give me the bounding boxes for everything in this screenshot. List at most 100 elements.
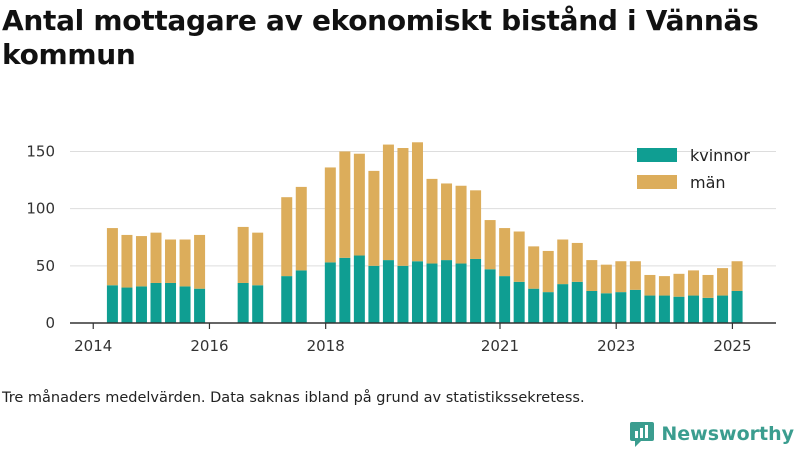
- bar-kvinnor-28: [571, 281, 583, 323]
- x-tick-label-2014: 2014: [74, 337, 112, 355]
- bar-man-30: [600, 264, 612, 294]
- bar-man-23: [499, 228, 511, 277]
- bar-man-21: [470, 190, 482, 259]
- bar-kvinnor-7: [237, 282, 249, 323]
- bar-man-38: [717, 268, 729, 296]
- bar-man-32: [629, 261, 641, 290]
- legend-label-man: män: [690, 173, 726, 192]
- bar-kvinnor-21: [470, 258, 482, 323]
- bar-man-22: [484, 220, 496, 270]
- bar-kvinnor-35: [673, 296, 685, 323]
- y-tick-label-50: 50: [36, 257, 55, 275]
- bar-man-7: [237, 226, 249, 283]
- bar-kvinnor-3: [150, 282, 162, 323]
- bar-kvinnor-27: [557, 284, 569, 323]
- bar-man-18: [426, 178, 438, 264]
- bar-kvinnor-20: [455, 263, 467, 323]
- bar-kvinnor-18: [426, 263, 438, 323]
- bars: [106, 142, 743, 323]
- bar-man-9: [281, 197, 293, 277]
- legend-swatch-man: [637, 175, 677, 189]
- bar-kvinnor-25: [528, 288, 540, 323]
- bar-man-5: [179, 239, 191, 287]
- bar-man-25: [528, 246, 540, 289]
- bar-man-19: [441, 183, 453, 261]
- legend-swatch-kvinnor: [637, 148, 677, 162]
- bar-man-36: [687, 270, 699, 296]
- bar-kvinnor-26: [542, 292, 554, 323]
- bar-man-12: [339, 151, 351, 258]
- x-tick-label-2016: 2016: [190, 337, 228, 355]
- bar-man-1: [121, 234, 133, 288]
- bar-kvinnor-10: [295, 270, 307, 323]
- bar-kvinnor-2: [135, 286, 147, 323]
- bar-kvinnor-29: [586, 290, 598, 323]
- bar-kvinnor-38: [717, 295, 729, 323]
- bar-kvinnor-5: [179, 286, 191, 323]
- bar-kvinnor-23: [499, 276, 511, 323]
- bar-kvinnor-36: [687, 295, 699, 323]
- newsworthy-logo-icon: [630, 422, 655, 447]
- brand-logo[interactable]: Newsworthy: [629, 420, 794, 448]
- bar-kvinnor-9: [281, 276, 293, 323]
- bar-man-8: [252, 232, 264, 286]
- x-tick-label-2025: 2025: [713, 337, 751, 355]
- bar-man-6: [194, 234, 206, 289]
- bar-kvinnor-0: [106, 285, 118, 323]
- bar-kvinnor-12: [339, 257, 351, 323]
- bar-man-31: [615, 261, 627, 293]
- bar-man-14: [368, 170, 380, 266]
- bar-man-26: [542, 250, 554, 293]
- y-tick-label-150: 150: [26, 142, 55, 160]
- bar-kvinnor-32: [629, 289, 641, 323]
- bar-man-28: [571, 242, 583, 282]
- y-tick-label-0: 0: [45, 314, 55, 332]
- bar-kvinnor-14: [368, 265, 380, 323]
- bar-kvinnor-31: [615, 292, 627, 323]
- bar-man-3: [150, 232, 162, 283]
- bar-man-29: [586, 260, 598, 291]
- bar-kvinnor-11: [324, 262, 336, 323]
- bar-kvinnor-16: [397, 265, 409, 323]
- bar-man-0: [106, 228, 118, 286]
- bar-kvinnor-39: [731, 290, 743, 323]
- bar-man-11: [324, 167, 336, 263]
- bar-man-16: [397, 148, 409, 266]
- bar-kvinnor-1: [121, 287, 133, 323]
- bar-man-17: [411, 142, 423, 262]
- bar-kvinnor-6: [194, 288, 206, 323]
- bar-man-15: [382, 144, 394, 261]
- bar-kvinnor-13: [353, 255, 365, 323]
- footnote: Tre månaders medelvärden. Data saknas ib…: [2, 390, 585, 406]
- chart-title: Antal mottagare av ekonomiskt bistånd i …: [2, 4, 759, 71]
- brand-name: Newsworthy: [661, 423, 794, 445]
- bar-man-24: [513, 231, 525, 282]
- bar-kvinnor-33: [644, 295, 656, 323]
- x-tick-label-2023: 2023: [597, 337, 635, 355]
- bar-man-35: [673, 273, 685, 297]
- y-tick-label-100: 100: [26, 200, 55, 218]
- bar-kvinnor-15: [382, 260, 394, 323]
- bar-kvinnor-22: [484, 269, 496, 323]
- x-tick-label-2018: 2018: [307, 337, 345, 355]
- bar-kvinnor-24: [513, 281, 525, 323]
- bar-man-37: [702, 274, 714, 298]
- bar-man-20: [455, 185, 467, 264]
- bar-kvinnor-19: [441, 260, 453, 323]
- bar-kvinnor-34: [658, 295, 670, 323]
- axes: 0 50 100 150 2014 2016 2018 2021 2023 2025: [26, 142, 776, 355]
- bar-man-13: [353, 153, 365, 256]
- x-tick-label-2021: 2021: [481, 337, 519, 355]
- bar-kvinnor-4: [165, 282, 177, 323]
- bar-kvinnor-37: [702, 297, 714, 323]
- bar-man-4: [165, 239, 177, 283]
- bar-man-33: [644, 274, 656, 296]
- bar-man-2: [135, 236, 147, 287]
- bar-kvinnor-17: [411, 261, 423, 323]
- bar-man-27: [557, 239, 569, 285]
- legend-label-kvinnor: kvinnor: [690, 146, 750, 165]
- legend: kvinnor män: [637, 146, 750, 192]
- bar-kvinnor-30: [600, 293, 612, 323]
- bar-man-34: [658, 276, 670, 296]
